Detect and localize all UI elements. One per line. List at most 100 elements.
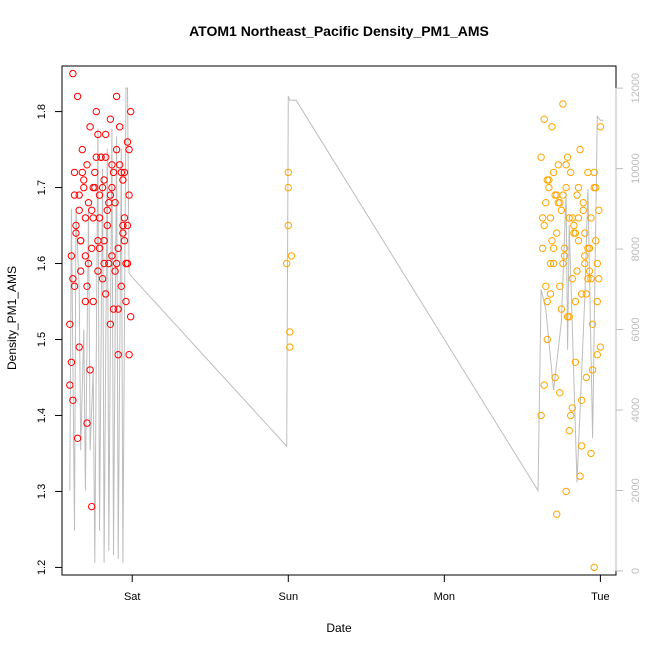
data-point	[283, 259, 291, 268]
y-axis-label: Density_PM1_AMS	[5, 266, 19, 370]
data-point	[112, 259, 121, 268]
data-point	[581, 229, 589, 237]
data-point	[557, 305, 566, 313]
data-point	[590, 563, 598, 572]
data-point	[537, 411, 545, 420]
data-point	[551, 373, 559, 382]
x-tick-label: Sat	[124, 591, 141, 603]
data-point	[595, 206, 603, 215]
data-point	[553, 510, 561, 518]
data-point	[73, 92, 82, 101]
data-point	[595, 275, 603, 283]
data-point	[568, 275, 576, 283]
data-point	[581, 259, 589, 268]
data-point	[77, 237, 85, 245]
data-point	[571, 358, 580, 366]
data-point	[576, 472, 584, 480]
data-point	[98, 183, 107, 192]
data-point	[116, 161, 124, 169]
data-point	[585, 267, 594, 275]
data-point	[587, 214, 595, 222]
data-point	[100, 237, 108, 245]
data-point	[102, 153, 110, 161]
data-point	[287, 252, 296, 260]
data-point	[556, 389, 564, 397]
data-point	[582, 290, 590, 298]
data-point	[80, 176, 88, 184]
y-tick-label: 1.7	[36, 180, 48, 195]
data-point	[540, 221, 548, 230]
data-point	[574, 214, 583, 222]
data-point	[120, 237, 129, 245]
x-tick-label: Sun	[278, 591, 298, 603]
data-point	[78, 168, 87, 177]
data-point	[88, 206, 96, 215]
data-point	[579, 206, 587, 215]
data-point	[81, 214, 90, 222]
data-point	[559, 259, 567, 268]
data-point	[573, 191, 581, 199]
data-point	[100, 176, 108, 184]
y-axis: 1.2 1.3 1.4 1.5 1.6 1.7 1.8	[36, 104, 63, 575]
data-point	[542, 199, 550, 207]
data-point	[581, 252, 589, 260]
data-point	[554, 161, 562, 169]
data-point	[579, 199, 587, 207]
data-point	[66, 381, 74, 389]
data-point	[108, 183, 116, 192]
data-point	[77, 267, 85, 275]
data-point	[286, 343, 294, 351]
y-tick-label: 1.8	[36, 104, 48, 119]
data-point	[119, 221, 127, 230]
y-right-tick-label: 2000	[630, 478, 642, 502]
y-tick-label: 1.2	[36, 560, 48, 575]
data-point	[89, 183, 97, 192]
data-point	[537, 153, 545, 161]
x-tick-label: Mon	[434, 591, 455, 603]
data-point	[66, 320, 74, 328]
data-point	[108, 161, 116, 169]
data-point	[567, 411, 575, 420]
data-point	[111, 267, 119, 275]
data-point	[284, 221, 292, 230]
data-point	[103, 221, 112, 230]
data-point	[116, 123, 124, 131]
data-point	[78, 145, 87, 154]
data-point	[592, 183, 600, 192]
data-point	[590, 168, 598, 177]
data-point	[560, 252, 569, 260]
data-point	[84, 259, 93, 268]
data-point	[102, 130, 110, 139]
data-point	[553, 229, 561, 237]
data-point	[114, 351, 122, 359]
data-point	[105, 199, 113, 207]
y-right-tick-label: 8000	[630, 237, 642, 261]
data-point	[286, 328, 294, 336]
data-point	[67, 252, 76, 260]
data-point	[75, 206, 83, 215]
data-point	[94, 130, 102, 139]
data-point	[123, 259, 132, 268]
data-point	[578, 290, 586, 298]
y-tick-label: 1.5	[36, 332, 48, 347]
data-point	[109, 305, 118, 313]
y-right-tick-label: 6000	[630, 317, 642, 341]
data-point	[571, 229, 580, 237]
data-point	[588, 320, 597, 328]
data-point	[567, 168, 575, 177]
x-axis-label: Date	[326, 621, 352, 635]
data-point	[565, 427, 573, 435]
y-right-tick-label: 4000	[630, 398, 642, 422]
data-point	[125, 191, 133, 199]
data-point	[70, 191, 79, 199]
data-point	[120, 168, 129, 177]
x-axis: Sat Sun Mon Tue	[124, 574, 610, 603]
points-layer	[66, 69, 605, 572]
data-point	[84, 199, 93, 207]
data-point	[562, 487, 570, 496]
data-point	[80, 183, 88, 192]
data-point	[543, 297, 551, 306]
data-point	[123, 221, 132, 230]
data-point	[114, 244, 122, 253]
